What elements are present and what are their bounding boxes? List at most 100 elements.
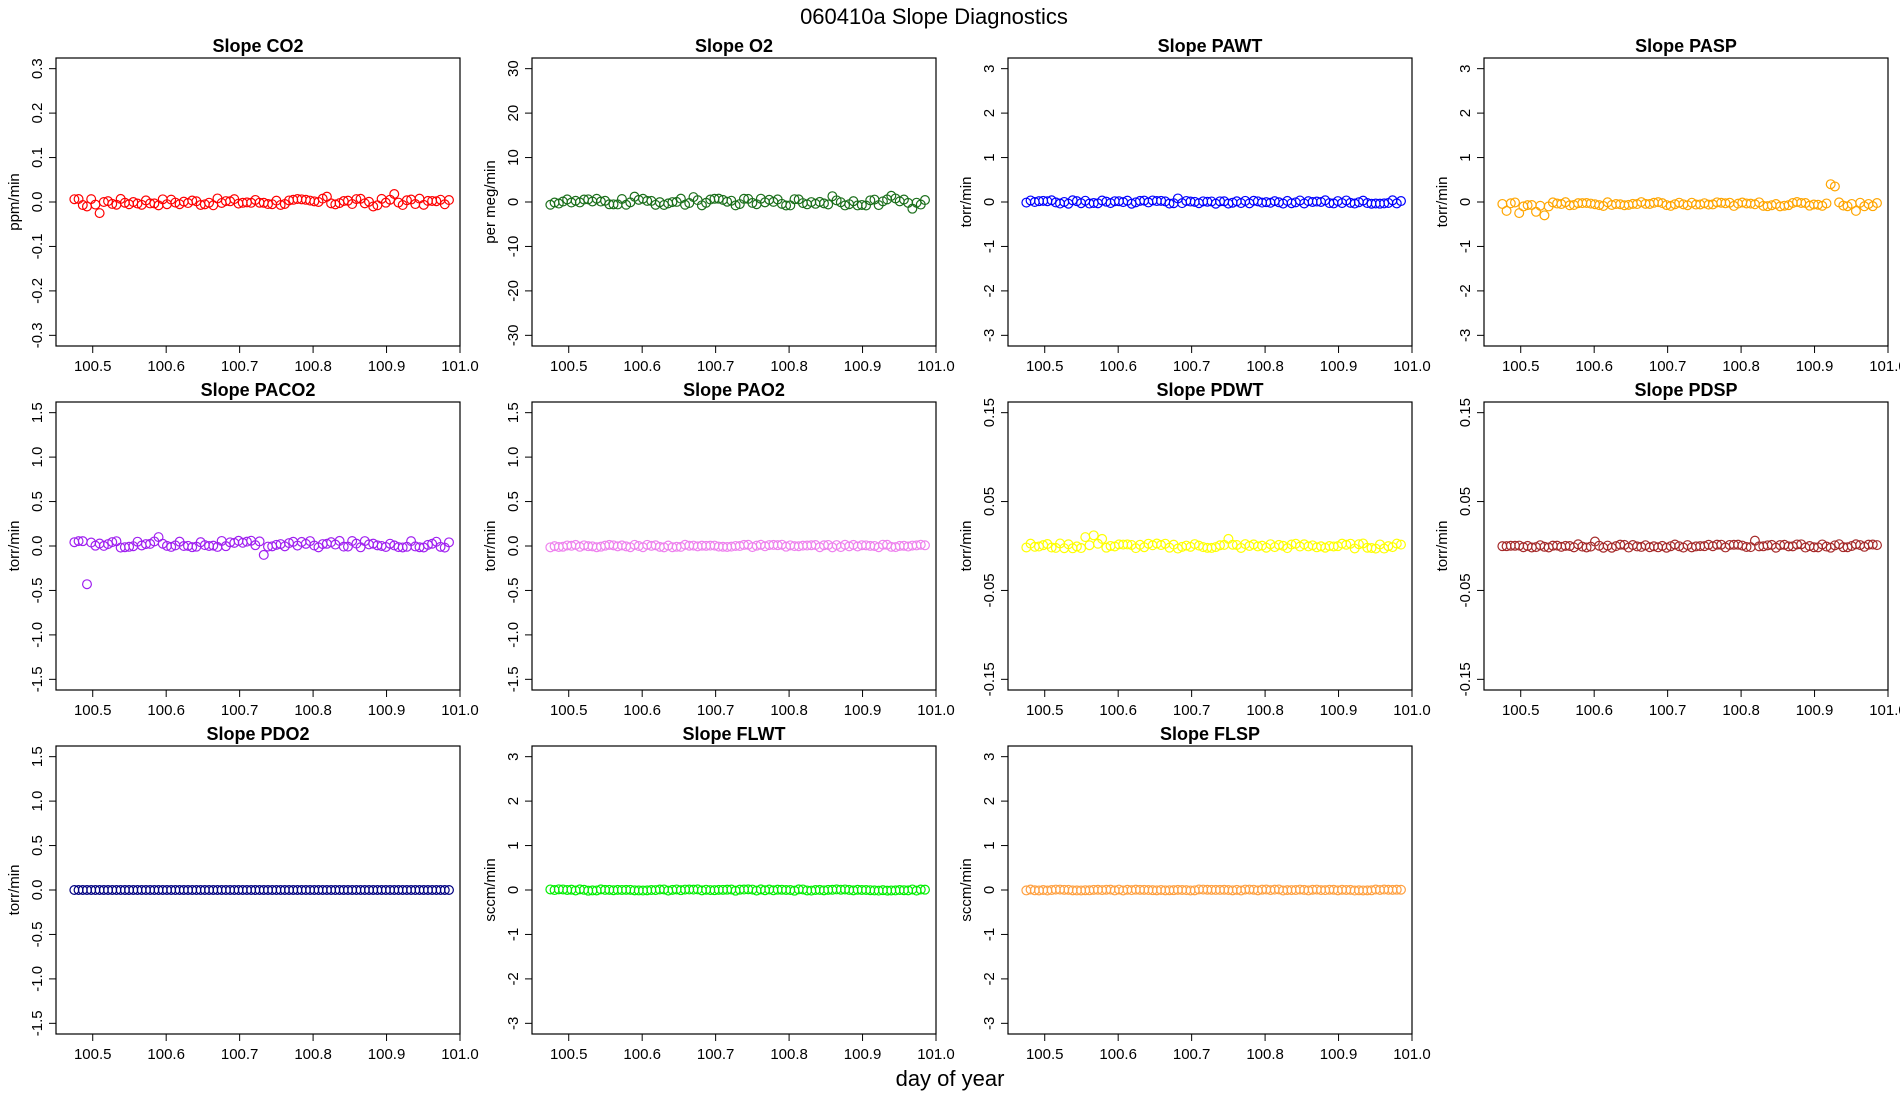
data-point	[1741, 541, 1752, 552]
data-point	[722, 196, 733, 207]
data-point	[1379, 198, 1390, 209]
y-tick-label: 3	[981, 64, 998, 72]
data-point	[241, 536, 252, 547]
y-tick-label: 2	[1457, 109, 1474, 117]
y-tick-label: -3	[1457, 329, 1474, 342]
y-tick-label: 0	[981, 198, 998, 206]
data-point	[1871, 198, 1882, 209]
y-tick-label: 0	[505, 198, 522, 206]
panel-title: Slope FLWT	[683, 724, 786, 744]
data-point	[330, 199, 341, 210]
y-tick-label: 0.1	[29, 147, 46, 168]
x-tick-label: 100.9	[844, 702, 882, 719]
y-tick-label: 0.3	[29, 58, 46, 79]
data-point	[1214, 540, 1225, 551]
y-axis-label: torr/min	[958, 177, 975, 228]
y-tick-label: 0.15	[981, 398, 998, 427]
x-tick-label: 100.5	[550, 1046, 588, 1063]
data-point	[1391, 884, 1402, 895]
x-tick-label: 100.7	[1649, 358, 1687, 375]
panel-title: Slope PACO2	[201, 380, 316, 400]
panel-slope-pawt: Slope PAWT -3 -2 -1 0 1 2 3 torr/min 100.5 100.6 10…	[958, 36, 1431, 375]
x-tick-label: 101.0	[441, 702, 479, 719]
data-point	[1501, 205, 1512, 216]
data-point	[1514, 208, 1525, 219]
y-tick-label: 0.05	[1457, 487, 1474, 516]
panel-title: Slope O2	[695, 36, 773, 56]
data-point	[107, 537, 118, 548]
y-tick-label: 1.5	[29, 402, 46, 423]
y-tick-label: 1	[981, 153, 998, 161]
data-point	[1661, 542, 1672, 553]
y-tick-label: -10	[505, 236, 522, 258]
data-point	[1665, 200, 1676, 211]
y-tick-label: -0.05	[981, 573, 998, 607]
x-tick-label: 100.6	[1575, 358, 1613, 375]
y-tick-label: 1	[505, 841, 522, 849]
y-axis-label: torr/min	[482, 521, 499, 572]
data-point	[865, 195, 876, 206]
panel-slope-pao2: Slope PAO2 -1.5 -1.0 -0.5 0.0 0.5 1.0 1.5 torr/m…	[482, 380, 955, 719]
panel-title: Slope PAWT	[1158, 36, 1263, 56]
data-point	[823, 199, 834, 210]
data-point	[1366, 543, 1377, 554]
y-tick-label: -0.3	[29, 322, 46, 348]
data-point	[389, 189, 400, 200]
x-tick-label: 100.6	[623, 358, 661, 375]
x-tick-label: 100.9	[1796, 358, 1834, 375]
x-tick-label: 100.5	[1502, 702, 1540, 719]
y-axis-label: sccm/min	[482, 858, 499, 921]
x-tick-label: 100.5	[1026, 702, 1064, 719]
x-tick-label: 100.6	[147, 702, 185, 719]
data-point	[747, 197, 758, 208]
y-axis-label: sccm/min	[958, 858, 975, 921]
data-point	[1871, 540, 1882, 551]
data-point	[368, 201, 379, 212]
data-point	[69, 194, 80, 205]
data-point	[1606, 542, 1617, 553]
data-point	[401, 195, 412, 206]
y-tick-label: 1.0	[29, 447, 46, 468]
data-point	[338, 541, 349, 552]
data-point	[1353, 539, 1364, 550]
panel-slope-paco2: Slope PACO2 -1.5 -1.0 -0.5 0.0 0.5 1.0 1.5 torr/…	[6, 380, 479, 719]
data-point	[166, 541, 177, 552]
data-point	[258, 549, 269, 560]
x-tick-label: 100.6	[623, 1046, 661, 1063]
data-point	[1821, 198, 1832, 209]
data-point	[1829, 181, 1840, 192]
panel-title: Slope PAO2	[683, 380, 785, 400]
y-tick-label: -1.0	[29, 966, 46, 992]
plot-frame	[1007, 401, 1413, 691]
x-tick-label: 100.8	[770, 358, 808, 375]
data-point	[919, 195, 930, 206]
y-axis-label: torr/min	[1434, 521, 1451, 572]
panel-slope-pdsp: Slope PDSP -0.15 -0.05 0.05 0.15 torr/min 100.…	[1434, 380, 1900, 719]
y-tick-label: 0.0	[505, 536, 522, 557]
y-tick-label: 0	[505, 886, 522, 894]
x-tick-label: 100.8	[1722, 358, 1760, 375]
data-point	[338, 196, 349, 207]
y-tick-label: -1.5	[29, 1010, 46, 1036]
data-point	[1792, 539, 1803, 550]
x-tick-label: 100.7	[1173, 1046, 1211, 1063]
y-axis-label: ppm/min	[6, 173, 23, 231]
y-tick-label: -2	[1457, 284, 1474, 297]
x-tick-label: 101.0	[1393, 1046, 1431, 1063]
x-tick-label: 100.8	[1246, 702, 1284, 719]
panel-title: Slope PDWT	[1157, 380, 1264, 400]
x-tick-label: 100.7	[221, 358, 259, 375]
y-tick-label: -2	[505, 972, 522, 985]
data-point	[1071, 541, 1082, 552]
y-tick-label: -0.05	[1457, 573, 1474, 607]
y-tick-label: -3	[981, 1017, 998, 1030]
x-tick-label: 101.0	[441, 1046, 479, 1063]
y-tick-label: 0	[981, 886, 998, 894]
data-point	[1539, 210, 1550, 221]
y-tick-label: 0.5	[29, 835, 46, 856]
x-tick-label: 100.8	[294, 1046, 332, 1063]
data-point	[781, 200, 792, 211]
x-tick-label: 100.9	[844, 1046, 882, 1063]
data-point	[94, 208, 105, 219]
x-axis-label: day of year	[896, 1066, 1005, 1091]
